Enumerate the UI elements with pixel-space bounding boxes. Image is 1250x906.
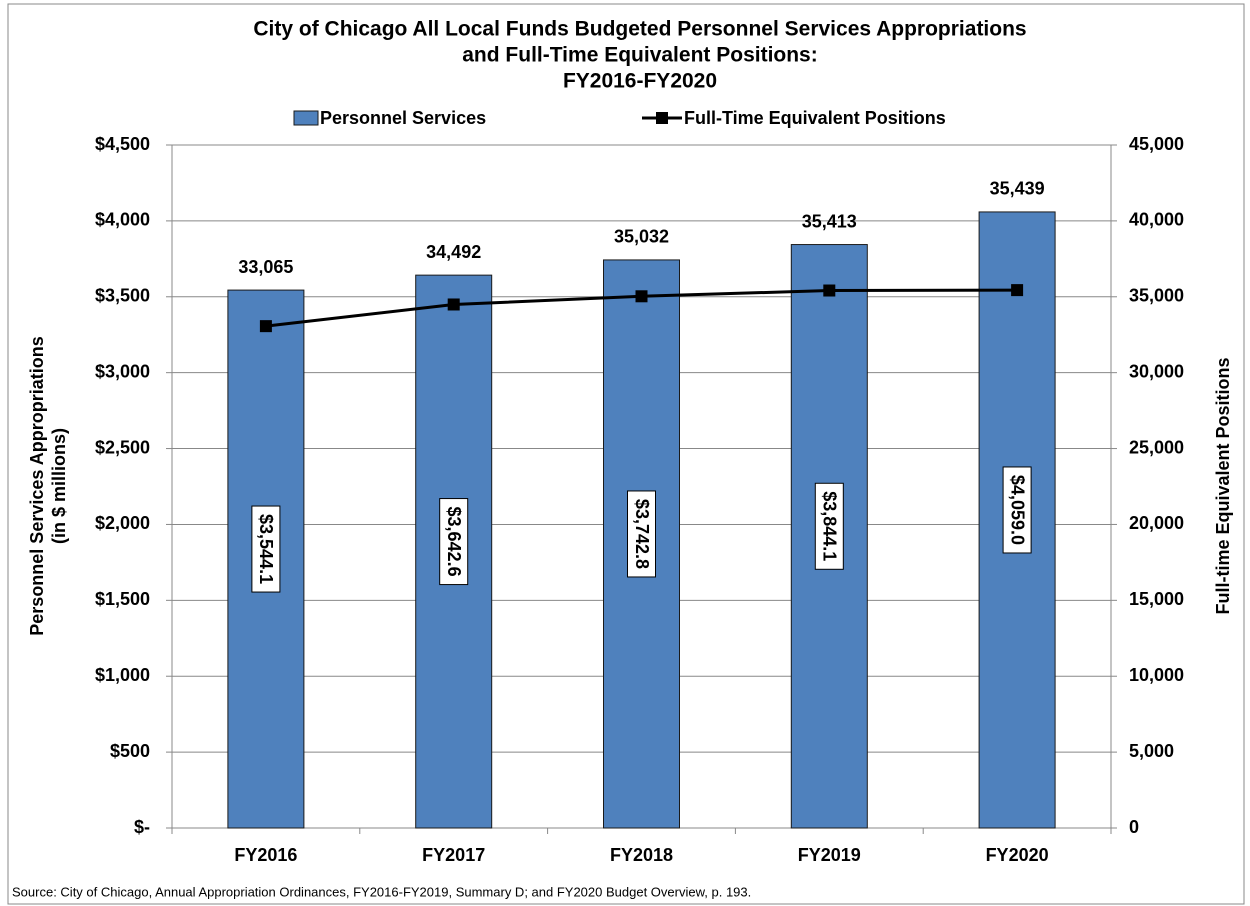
label-box (439, 498, 469, 586)
line-value-label: 35,032 (614, 227, 669, 247)
y2-tick-label: 15,000 (1129, 589, 1184, 609)
y2-tick-label: 5,000 (1129, 741, 1174, 761)
y2-tick-label: 0 (1129, 817, 1139, 837)
y2-tick-label: 10,000 (1129, 665, 1184, 685)
legend-marker (656, 112, 668, 124)
legend-swatch (293, 110, 319, 126)
line-marker (823, 284, 836, 297)
y-tick-label: $2,000 (95, 513, 150, 533)
label-box (251, 505, 281, 593)
line-value-label: 34,492 (426, 242, 481, 262)
line-marker (1011, 284, 1024, 297)
bar-value-label: $3,642.6 (439, 498, 469, 586)
y-tick-label: $500 (110, 741, 150, 761)
bar-value-text: $3,642.6 (444, 507, 464, 577)
label-box (814, 482, 844, 570)
y2-tick-label: 20,000 (1129, 513, 1184, 533)
y-tick-label: $4,000 (95, 210, 150, 230)
y2-tick-label: 45,000 (1129, 134, 1184, 154)
x-tick-label: FY2020 (986, 845, 1049, 865)
y-tick-label: $4,500 (95, 134, 150, 154)
line-marker (447, 298, 460, 311)
bar-value-text: $3,742.8 (632, 499, 652, 569)
y-tick-label: $2,500 (95, 437, 150, 457)
y2-tick-label: 40,000 (1129, 210, 1184, 230)
y2-tick-label: 35,000 (1129, 286, 1184, 306)
x-tick-label: FY2019 (798, 845, 861, 865)
y-axis-title-line: Personnel Services Appropriations (27, 336, 47, 635)
line-marker (259, 320, 272, 333)
legend-label: Personnel Services (320, 108, 486, 128)
legend-label: Full-Time Equivalent Positions (684, 108, 946, 128)
x-tick-label: FY2017 (422, 845, 485, 865)
y-tick-label: $3,500 (95, 286, 150, 306)
y-tick-label: $1,000 (95, 665, 150, 685)
line-value-label: 33,065 (238, 257, 293, 277)
bar-value-label: $3,844.1 (814, 482, 844, 570)
y-tick-label: $1,500 (95, 589, 150, 609)
x-tick-label: FY2016 (234, 845, 297, 865)
line-value-label: 35,439 (990, 179, 1045, 199)
frame (7, 3, 1245, 905)
y2-tick-label: 30,000 (1129, 361, 1184, 381)
bar-value-label: $3,544.1 (251, 505, 281, 593)
bar-value-text: $4,059.0 (1007, 475, 1027, 545)
chart-title: City of Chicago All Local Funds Budgeted… (253, 18, 1026, 41)
bar-value-label: $3,742.8 (627, 490, 656, 578)
y-tick-label: $- (134, 817, 150, 837)
chart-title: FY2016-FY2020 (563, 70, 717, 93)
line-marker (635, 290, 648, 303)
chart-title: and Full-Time Equivalent Positions: (462, 44, 817, 67)
y-tick-label: $3,000 (95, 361, 150, 381)
y-axis-title: Personnel Services Appropriations (in $ m… (27, 336, 69, 635)
label-box (1002, 466, 1032, 554)
y2-tick-label: 25,000 (1129, 437, 1184, 457)
line-value-label: 35,413 (802, 211, 857, 231)
y-axis-title-line: (in $ millions) (49, 428, 69, 544)
source-note: Source: City of Chicago, Annual Appropri… (12, 884, 751, 899)
bar-value-text: $3,844.1 (820, 491, 840, 561)
x-tick-label: FY2018 (610, 845, 673, 865)
y2-axis-title: Full-time Equivalent Positions (1213, 357, 1233, 614)
bar-value-text: $3,544.1 (256, 514, 276, 584)
label-box (627, 490, 656, 578)
bar-value-label: $4,059.0 (1002, 466, 1032, 554)
